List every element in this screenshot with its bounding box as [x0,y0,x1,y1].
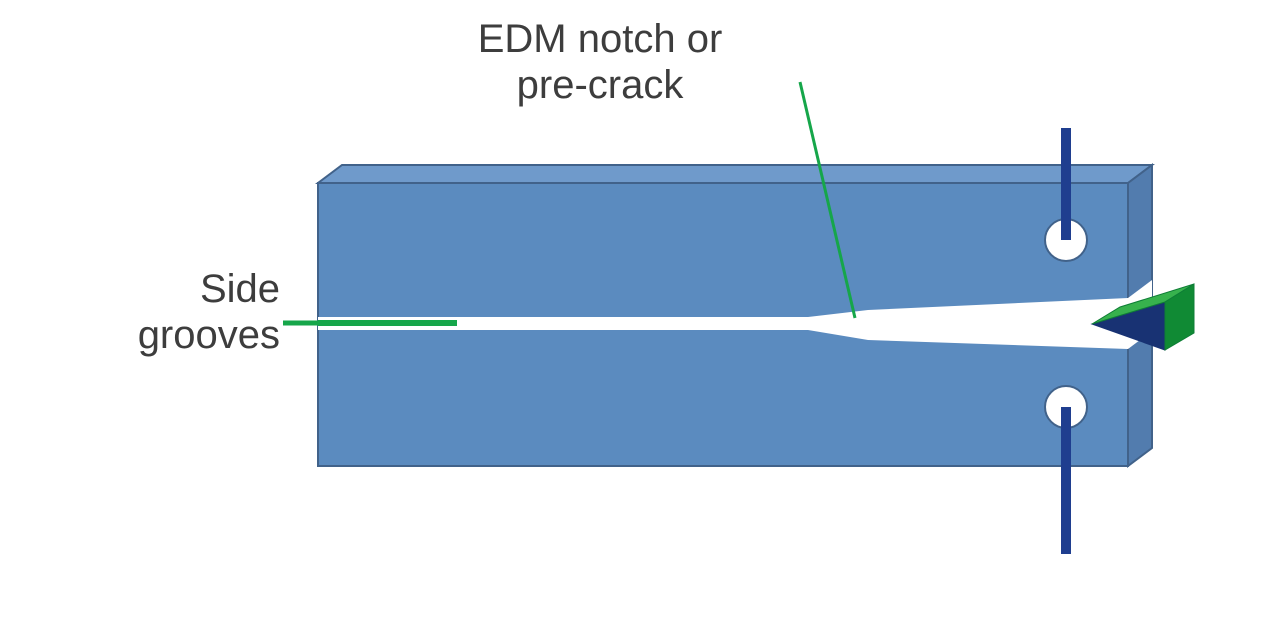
label-edm-line2: pre-crack [420,62,780,108]
diagram-stage: EDM notch or pre-crack Side grooves [0,0,1265,626]
label-side-line2: grooves [60,312,280,358]
label-side-line1: Side [60,266,280,312]
load-arrow-down-shaft [1061,407,1071,554]
specimen-top-face [318,165,1152,183]
label-edm-notch: EDM notch or pre-crack [420,16,780,108]
label-side-grooves: Side grooves [60,266,280,358]
load-arrow-up-shaft [1061,128,1071,240]
label-edm-line1: EDM notch or [420,16,780,62]
